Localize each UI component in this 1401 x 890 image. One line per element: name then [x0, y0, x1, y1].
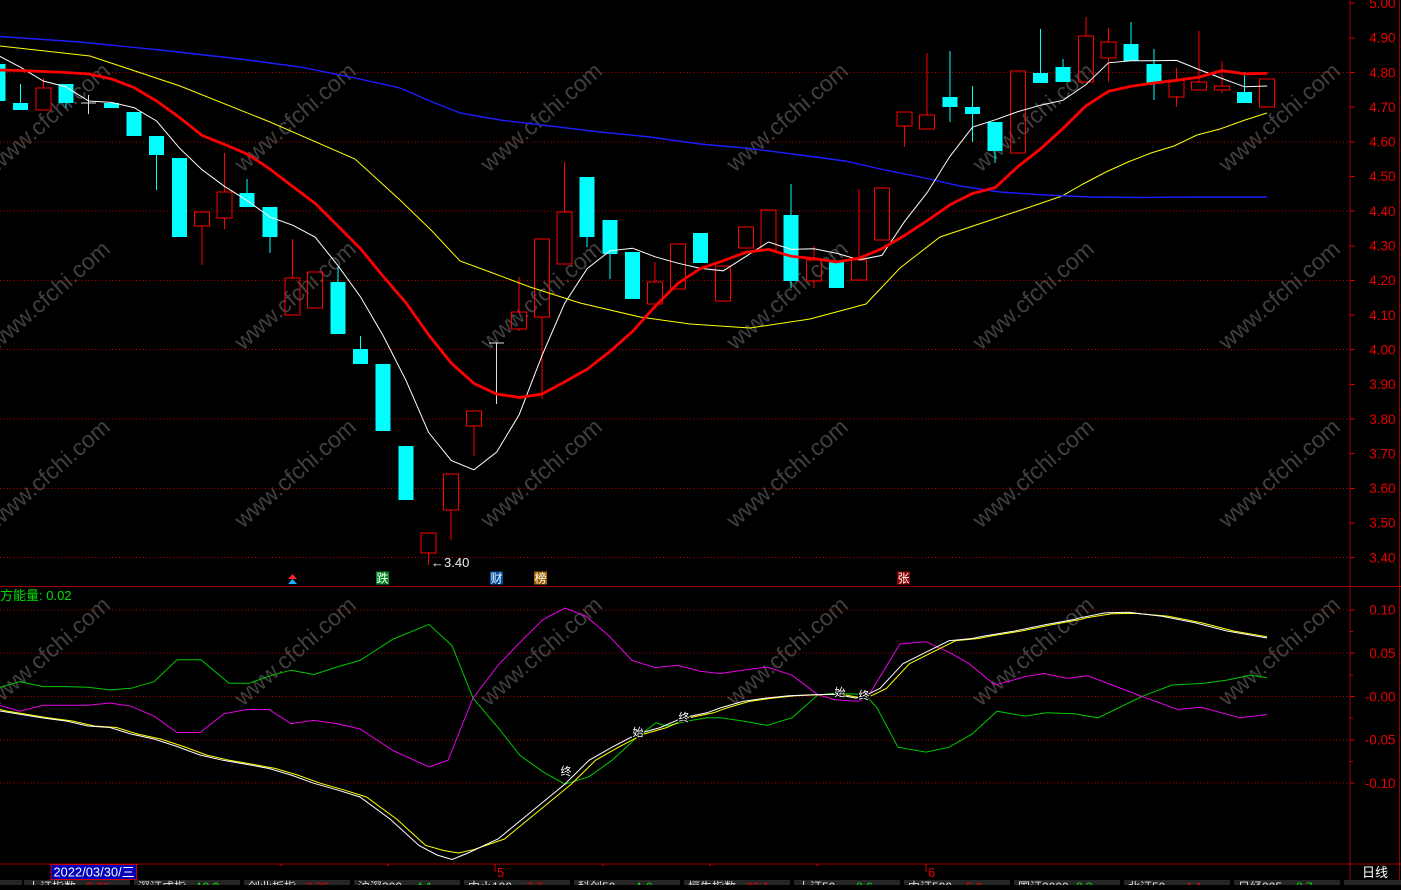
svg-text:方能量: 0.02: 方能量: 0.02 [0, 588, 72, 603]
svg-text:4.20: 4.20 [1369, 273, 1395, 288]
svg-text:3.40: 3.40 [1369, 550, 1395, 565]
svg-text:上证50: 上证50 [798, 880, 836, 885]
svg-text:创业板指: 创业板指 [248, 879, 296, 885]
svg-text:张: 张 [897, 572, 909, 586]
svg-text:-0.05: -0.05 [1365, 733, 1396, 748]
svg-text:5.00: 5.00 [1369, 0, 1395, 11]
svg-text:终: 终 [859, 688, 870, 702]
svg-text:沪深300: 沪深300 [358, 880, 402, 885]
svg-text:2,7: 2,7 [1296, 880, 1313, 885]
svg-text:终: 终 [561, 764, 572, 778]
svg-text:3.70: 3.70 [1369, 446, 1395, 461]
svg-text:终: 终 [679, 710, 690, 724]
svg-text:深证成指: 深证成指 [138, 879, 186, 885]
svg-text:10,9: 10,9 [196, 880, 220, 885]
svg-text:榜: 榜 [534, 571, 546, 586]
svg-text:4.60: 4.60 [1369, 135, 1395, 150]
svg-text:0.05: 0.05 [1369, 646, 1395, 661]
svg-text:←3.40: ←3.40 [431, 555, 469, 570]
svg-text:3,21: 3,21 [86, 880, 110, 885]
svg-text:3.80: 3.80 [1369, 412, 1395, 427]
svg-text:4.40: 4.40 [1369, 204, 1395, 219]
svg-text:跌: 跌 [376, 571, 388, 586]
svg-text:4.10: 4.10 [1369, 308, 1395, 323]
svg-text:4.00: 4.00 [1369, 343, 1395, 358]
svg-text:2,35: 2,35 [306, 880, 330, 885]
svg-text:1,0: 1,0 [636, 880, 653, 885]
svg-text:4.90: 4.90 [1369, 31, 1395, 46]
svg-text:4.30: 4.30 [1369, 239, 1395, 254]
svg-text:科创50: 科创50 [578, 880, 616, 885]
svg-text:日线: 日线 [1362, 865, 1388, 880]
svg-text:1,1: 1,1 [1186, 880, 1203, 885]
svg-text:0.10: 0.10 [1369, 603, 1395, 618]
svg-text:恒生指数: 恒生指数 [688, 879, 736, 885]
svg-text:4.50: 4.50 [1369, 169, 1395, 184]
svg-text:始: 始 [835, 685, 846, 699]
svg-text:国证2000: 国证2000 [1018, 880, 1069, 885]
svg-text:日经225: 日经225 [1238, 880, 1282, 885]
svg-text:-0.00: -0.00 [1365, 689, 1396, 704]
svg-text:6: 6 [928, 865, 935, 880]
svg-text:5: 5 [497, 865, 504, 880]
svg-text:财: 财 [490, 572, 502, 586]
svg-text:5,9: 5,9 [966, 880, 983, 885]
svg-text:北证50: 北证50 [1128, 880, 1166, 885]
svg-text:4,1: 4,1 [416, 880, 433, 885]
svg-text:8,3: 8,3 [1076, 880, 1093, 885]
svg-text:-0.10: -0.10 [1365, 776, 1396, 791]
svg-text:2022/03/30/三: 2022/03/30/三 [54, 866, 135, 880]
svg-text:4.70: 4.70 [1369, 100, 1395, 115]
svg-text:中证500: 中证500 [908, 879, 952, 885]
svg-text:始: 始 [633, 725, 644, 739]
svg-text:中小100: 中小100 [468, 879, 512, 885]
svg-text:2,6: 2,6 [856, 880, 873, 885]
svg-text:上证指数: 上证指数 [28, 879, 76, 885]
svg-text:3.90: 3.90 [1369, 377, 1395, 392]
svg-text:20,1: 20,1 [746, 880, 770, 885]
svg-text:7,7: 7,7 [526, 880, 543, 885]
svg-text:3.60: 3.60 [1369, 481, 1395, 496]
svg-text:4.80: 4.80 [1369, 65, 1395, 80]
svg-text:3.50: 3.50 [1369, 516, 1395, 531]
